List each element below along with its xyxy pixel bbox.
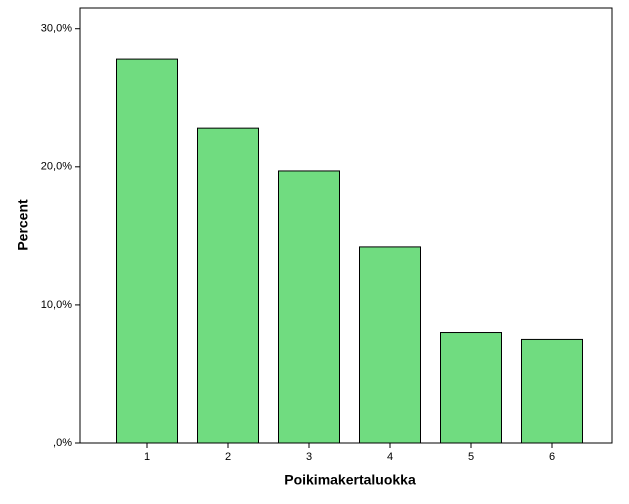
x-tick-label: 3 — [306, 451, 312, 463]
y-axis-title: Percent — [15, 199, 31, 251]
x-tick-label: 4 — [387, 451, 393, 463]
bar — [278, 170, 340, 444]
x-tick-label: 5 — [468, 451, 474, 463]
bar — [197, 127, 259, 444]
y-tick-label: 30,0% — [41, 23, 72, 35]
y-tick-label: 20,0% — [41, 161, 72, 173]
y-tick-label: 10,0% — [41, 299, 72, 311]
bar — [116, 58, 178, 444]
bar — [359, 246, 421, 444]
x-tick-label: 2 — [225, 451, 231, 463]
x-axis-title: Poikimakertaluokka — [284, 472, 416, 488]
bar — [440, 332, 502, 444]
y-tick-label: ,0% — [53, 437, 72, 449]
x-tick-label: 6 — [549, 451, 555, 463]
bar — [521, 338, 583, 444]
x-tick-label: 1 — [144, 451, 150, 463]
